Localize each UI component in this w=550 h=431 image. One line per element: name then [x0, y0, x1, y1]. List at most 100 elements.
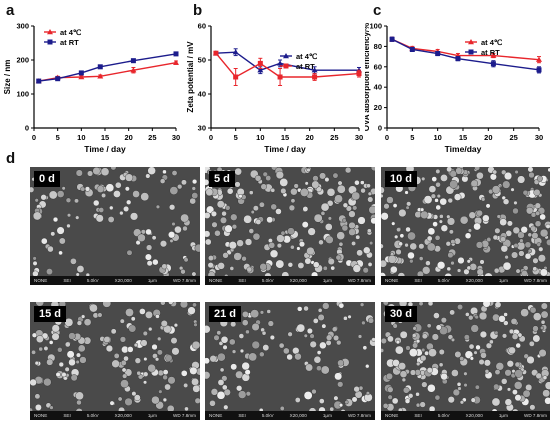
panel-letter-d: d	[6, 150, 16, 167]
sem-particle	[408, 348, 418, 358]
sem-particle	[463, 371, 468, 376]
sem-particle	[519, 238, 524, 243]
sem-particle	[68, 358, 76, 367]
sem-particle	[534, 202, 541, 209]
sem-info-item: 5.0kV	[261, 413, 274, 418]
sem-particle	[367, 196, 374, 203]
sem-particle	[493, 383, 500, 390]
sem-particle	[210, 388, 219, 396]
sem-particle	[433, 312, 440, 319]
sem-particle	[159, 178, 166, 184]
panel-letter-a: a	[6, 2, 15, 19]
sem-particle	[145, 228, 152, 236]
sem-particle	[412, 333, 417, 338]
sem-particle	[355, 234, 361, 240]
sem-particle	[298, 241, 306, 248]
sem-particle	[32, 260, 38, 266]
sem-particle	[70, 374, 78, 382]
sem-particle	[481, 197, 486, 202]
sem-particle	[205, 325, 211, 334]
sem-particle	[211, 221, 218, 228]
sem-image-15d: 15 d NONE SEI 5.0kV X20,000 1μm WD 7.8mm	[30, 302, 200, 420]
sem-particle	[151, 343, 158, 351]
sem-particle	[233, 252, 242, 261]
sem-particle	[146, 244, 153, 251]
sem-particle	[447, 252, 454, 259]
sem-particle	[473, 350, 478, 355]
sem-particle	[76, 320, 83, 326]
sem-particle	[394, 345, 404, 355]
legend-label: at RT	[481, 48, 500, 57]
sem-particle	[191, 340, 200, 350]
x-tick-label: 15	[281, 133, 289, 142]
sem-particle	[512, 389, 518, 395]
sem-particle	[32, 211, 42, 221]
sem-particle	[136, 370, 142, 376]
sem-particle	[476, 268, 484, 276]
sem-particle	[140, 339, 148, 347]
sem-particle	[250, 210, 255, 215]
legend-label: at 4℃	[481, 38, 503, 47]
sem-particle	[440, 372, 448, 381]
sem-particle	[194, 397, 200, 404]
sem-particle	[482, 302, 491, 308]
sem-particle	[525, 206, 534, 215]
sem-particle	[360, 180, 365, 185]
sem-particle	[305, 363, 314, 372]
sem-particle	[322, 302, 330, 310]
legend-marker	[47, 39, 53, 45]
sem-particle	[428, 185, 437, 193]
sem-particle	[463, 334, 470, 341]
sem-particle	[148, 326, 153, 332]
sem-particle	[494, 227, 501, 234]
sem-particle	[387, 386, 394, 393]
sem-particle	[336, 184, 346, 194]
sem-particle	[336, 231, 345, 240]
x-tick-label: 15	[459, 133, 467, 142]
sem-particle	[216, 200, 225, 209]
sem-particle	[382, 403, 389, 409]
sem-particle	[105, 344, 113, 353]
sem-particle	[171, 221, 176, 227]
sem-particle	[520, 367, 525, 372]
sem-particle	[230, 321, 237, 328]
sem-particle	[426, 242, 436, 252]
sem-info-item: WD 7.8mm	[523, 413, 547, 418]
sem-particle	[236, 239, 244, 247]
sem-particle	[184, 406, 189, 412]
data-point	[490, 61, 496, 67]
sem-particle	[143, 357, 148, 362]
data-point	[490, 52, 497, 58]
sem-particle	[535, 210, 541, 216]
sem-particle	[125, 308, 134, 317]
sem-particle	[540, 319, 546, 325]
x-tick-label: 25	[148, 133, 156, 142]
sem-particle	[192, 179, 198, 185]
sem-particle	[221, 210, 227, 217]
sem-info-item: 5.0kV	[261, 278, 274, 283]
sem-particle	[517, 175, 526, 184]
sem-particle	[369, 241, 374, 246]
sem-particle	[484, 369, 490, 374]
sem-particle	[362, 267, 369, 274]
sem-particle	[128, 324, 137, 333]
sem-particle	[181, 179, 187, 186]
sem-particle	[404, 398, 411, 404]
sem-particle	[66, 223, 71, 229]
sem-particle	[494, 302, 502, 309]
sem-particle	[179, 302, 189, 309]
sem-particle	[43, 377, 52, 387]
sem-particle	[220, 216, 227, 224]
sem-particle	[246, 266, 253, 273]
sem-particle	[530, 225, 537, 232]
sem-particle	[64, 366, 70, 372]
sem-particle	[408, 393, 414, 399]
sem-particle	[286, 353, 293, 361]
sem-particle	[155, 314, 160, 319]
sem-info-label: NONE	[209, 278, 223, 283]
sem-particle	[191, 377, 199, 386]
sem-particle	[510, 318, 518, 325]
y-tick-label: 40	[374, 83, 382, 92]
sem-particle	[542, 375, 548, 380]
sem-particle	[332, 172, 339, 179]
